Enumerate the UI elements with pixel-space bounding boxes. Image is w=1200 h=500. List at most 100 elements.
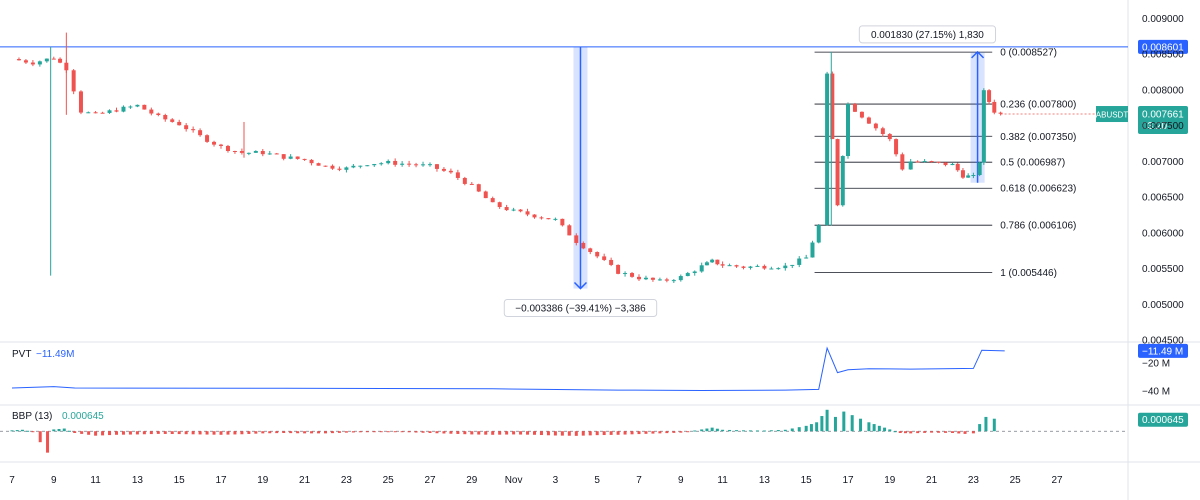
candle-body — [748, 266, 753, 268]
candle-body — [859, 111, 864, 118]
bbp-bar — [456, 431, 460, 434]
fibonacci-retracement[interactable]: 0 (0.008527) 0.236 (0.007800) 0.382 (0.007… — [814, 48, 1077, 279]
bbp-bar — [379, 431, 383, 433]
bbp-bar — [815, 422, 819, 432]
candle-body — [78, 91, 83, 113]
candle-body — [936, 161, 941, 163]
time-tick-label: 17 — [215, 475, 227, 486]
candle-body — [302, 158, 307, 160]
bbp-bar — [665, 431, 669, 434]
bbp-bar — [435, 431, 439, 434]
candle-body — [609, 259, 614, 265]
time-tick-label: 15 — [801, 475, 813, 486]
candle-body — [253, 150, 258, 153]
candle-body — [539, 217, 544, 219]
bbp-bar — [937, 431, 941, 433]
candle-body — [762, 265, 767, 269]
candle-body — [810, 242, 815, 258]
bbp-bar — [87, 431, 91, 435]
bbp-bar — [909, 431, 913, 434]
bbp-bar — [149, 431, 153, 435]
symbol-badge — [1096, 106, 1128, 123]
candle-body — [987, 90, 992, 102]
time-axis[interactable]: 7 9 11 13 15 17 19 21 23 25 27 29 Nov 3 5 7 9 11 13 15 17 19 2… — [9, 475, 1063, 486]
fib-level-label: 0.236 (0.007800) — [1000, 100, 1076, 111]
bbp-bar — [883, 427, 887, 432]
fib-level-label: 0 (0.008527) — [1000, 48, 1057, 59]
bbp-bar — [790, 428, 794, 432]
price-axis[interactable]: 0.009000 0.008500 0.008000 0.007500 0.007000… — [1142, 14, 1184, 347]
candle-body — [866, 117, 871, 124]
bbp-bar — [365, 431, 369, 433]
bbp-bar — [121, 431, 125, 435]
bbp-bar — [20, 429, 24, 432]
candle-body — [393, 160, 398, 165]
bbp-bar — [595, 431, 599, 436]
candle-body — [86, 112, 91, 114]
bbp-bar — [679, 431, 683, 433]
candle-body — [971, 175, 976, 177]
bbp-bar — [219, 431, 223, 435]
bbp-bar — [923, 431, 927, 433]
candle-body — [880, 128, 885, 135]
bbp-bar — [386, 431, 390, 433]
time-tick-label: 7 — [9, 475, 15, 486]
bbp-value: 0.000645 — [62, 411, 104, 422]
bbp-bar — [358, 431, 362, 433]
bbp-bar — [762, 430, 766, 432]
bbp-bar — [414, 431, 418, 433]
candle-body — [448, 170, 453, 173]
horizontal-line[interactable]: 0.008601 — [0, 39, 1188, 54]
candle-body — [852, 103, 857, 112]
bbp-bar — [963, 431, 967, 434]
candle-body — [830, 73, 835, 140]
time-tick-label: 27 — [1051, 475, 1063, 486]
candle-body — [567, 225, 572, 236]
candle-body — [323, 165, 328, 167]
candle-body — [483, 191, 488, 199]
bbp-bar — [62, 428, 66, 432]
candle-body — [518, 209, 523, 212]
measure-tools[interactable]: −0.003386 (−39.41%) −3,386 0.001830 (27.1… — [503, 25, 997, 318]
symbol-label: ABUSDT — [1096, 111, 1129, 120]
bbp-bar — [177, 431, 181, 435]
time-tick-label: 27 — [424, 475, 436, 486]
bbp-bar — [588, 431, 592, 436]
candle-body — [428, 164, 432, 166]
candle-body — [51, 58, 56, 60]
bbp-name: BBP (13) — [12, 411, 52, 422]
bbp-bar — [142, 431, 146, 435]
candle-body — [274, 153, 279, 155]
bbp-bar — [268, 431, 272, 434]
candle-body — [337, 168, 342, 170]
candle-body — [330, 165, 335, 169]
candle-body — [685, 273, 690, 277]
candle-body — [715, 259, 720, 265]
bbp-bar — [616, 431, 620, 435]
candle-body — [205, 135, 210, 142]
candle-body — [44, 58, 49, 62]
candle-body — [929, 161, 934, 163]
time-tick-label: 5 — [594, 475, 600, 486]
candle-body — [887, 134, 892, 140]
bbp-bar — [282, 431, 286, 433]
fib-level-label: 1 (0.005446) — [1000, 268, 1057, 279]
bbp-bar — [247, 431, 251, 434]
pvt-value-badge — [1138, 343, 1188, 358]
time-tick-label: 21 — [299, 475, 311, 486]
bbp-bar — [261, 431, 265, 434]
candle-body — [602, 256, 607, 260]
bbp-bar — [609, 431, 613, 435]
bbp-bar — [872, 424, 876, 432]
candle-body — [142, 104, 147, 110]
candle-body — [546, 218, 551, 220]
bbp-bar — [108, 431, 112, 436]
bbp-bar — [539, 431, 543, 436]
pvt-line — [11, 346, 1005, 392]
bbp-bar — [877, 425, 881, 432]
bbp-bar — [644, 431, 648, 434]
candle-body — [16, 59, 21, 61]
candle-body — [699, 265, 704, 272]
candle-body — [960, 170, 965, 178]
